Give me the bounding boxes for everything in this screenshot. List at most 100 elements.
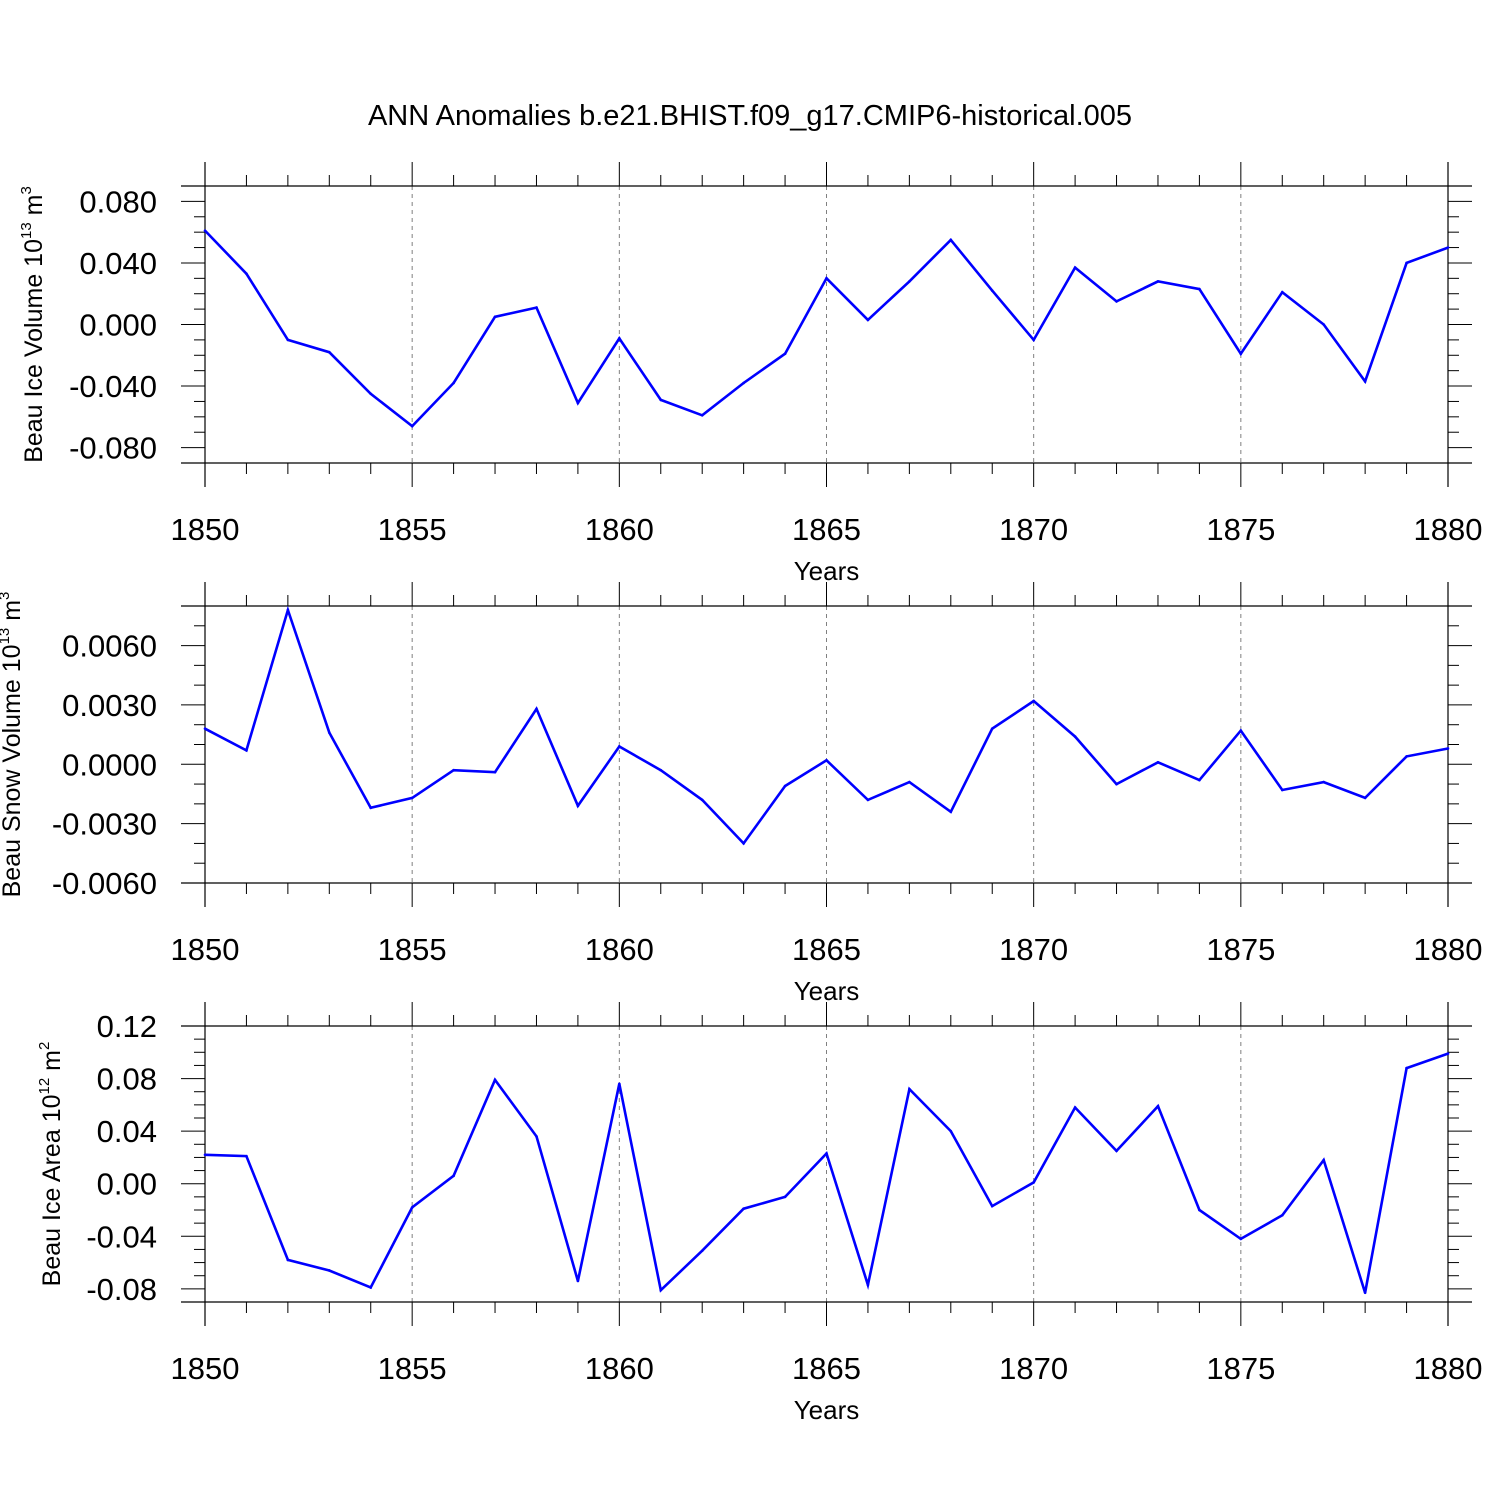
x-tick-label: 1855 <box>378 1351 447 1386</box>
x-tick-label: 1880 <box>1414 1351 1483 1386</box>
data-point <box>328 350 331 354</box>
data-point <box>286 338 290 342</box>
x-tick-label: 1850 <box>171 512 240 547</box>
x-tick-label: 1855 <box>378 932 447 967</box>
data-point <box>1032 699 1035 703</box>
y-axis-label: Beau Ice Area 1012 m2 <box>36 1042 66 1287</box>
y-tick-label: 0.0060 <box>62 629 157 664</box>
data-point <box>493 315 497 319</box>
data-point <box>908 780 911 784</box>
data-point <box>742 842 745 845</box>
y-tick-label: 0.00 <box>97 1167 157 1202</box>
x-tick-label: 1865 <box>792 512 861 547</box>
data-point <box>825 277 828 280</box>
y-axis-label-text: m <box>38 1050 66 1078</box>
data-point <box>452 381 455 385</box>
x-tick-label: 1855 <box>378 512 447 547</box>
y-axis-label-superscript: 3 <box>0 592 13 600</box>
y-axis-label-superscript: 3 <box>18 186 35 194</box>
y-axis-label-text: Beau Ice Area 10 <box>38 1095 66 1287</box>
data-point <box>742 1207 745 1210</box>
x-tick-label: 1860 <box>585 512 654 547</box>
data-point <box>1032 1181 1035 1184</box>
x-tick-label: 1850 <box>171 1351 240 1386</box>
y-axis-label-superscript: 13 <box>18 222 35 239</box>
data-point <box>1405 755 1408 758</box>
data-point <box>700 1249 704 1253</box>
data-point <box>203 727 207 730</box>
data-point <box>866 318 870 322</box>
data-point <box>618 337 621 340</box>
x-tick-label: 1870 <box>999 1351 1068 1386</box>
data-point <box>1156 280 1160 283</box>
data-point <box>410 796 414 800</box>
x-tick-label: 1865 <box>792 932 861 967</box>
x-axis-label: Years <box>794 1395 860 1425</box>
data-point <box>825 1152 828 1155</box>
data-point <box>493 1078 497 1082</box>
data-point <box>908 280 911 283</box>
data-point <box>535 306 538 309</box>
data-point <box>493 770 497 774</box>
y-tick-label: 0.04 <box>97 1114 157 1149</box>
panel-2: -0.0060 -0.0030 0.0000 0.0030 0.0060 1850 1855… <box>0 582 1482 1006</box>
data-point <box>1156 1104 1160 1108</box>
data-point <box>659 768 663 772</box>
data-point <box>783 1195 787 1199</box>
data-point <box>1446 747 1450 750</box>
data-point <box>1239 352 1243 356</box>
y-axis-label-text: m <box>20 195 48 223</box>
data-point <box>1363 796 1367 800</box>
data-point <box>410 424 414 428</box>
x-tick-label: 1875 <box>1206 932 1275 967</box>
x-tick-label: 1860 <box>585 932 654 967</box>
x-tick-label: 1875 <box>1206 1351 1275 1386</box>
data-point <box>1239 1237 1243 1241</box>
data-point <box>1280 1213 1284 1217</box>
data-point <box>576 401 580 405</box>
data-point <box>990 289 994 292</box>
data-point <box>990 1204 994 1208</box>
data-point <box>1115 782 1118 786</box>
data-point <box>700 413 704 417</box>
y-axis-label: Beau Ice Volume 1013 m3 <box>18 186 48 463</box>
data-point <box>659 1288 663 1292</box>
data-point <box>1198 778 1201 782</box>
data-point <box>908 1087 911 1091</box>
data-point <box>618 745 621 748</box>
data-point <box>1280 290 1284 294</box>
data-point <box>1363 380 1367 383</box>
y-axis-label-superscript: 13 <box>0 628 13 645</box>
data-point <box>949 810 953 814</box>
data-point <box>1156 761 1160 764</box>
data-point <box>783 784 787 788</box>
data-point <box>742 381 745 385</box>
data-point <box>245 749 248 752</box>
data-point <box>866 798 870 802</box>
data-point <box>1446 1052 1450 1055</box>
figure-title: ANN Anomalies b.e21.BHIST.f09_g17.CMIP6-… <box>368 100 1132 132</box>
data-point <box>1322 323 1325 326</box>
data-point <box>452 768 455 772</box>
y-tick-label: 0.000 <box>79 308 157 343</box>
data-point <box>990 727 994 730</box>
data-point <box>576 804 580 808</box>
data-point <box>286 608 290 612</box>
y-tick-label: -0.040 <box>69 369 157 404</box>
y-axis-label-superscript: 2 <box>36 1042 53 1050</box>
data-point <box>783 352 787 356</box>
data-point <box>700 798 704 802</box>
y-tick-label: 0.080 <box>79 184 157 219</box>
x-tick-label: 1870 <box>999 512 1068 547</box>
data-point <box>1239 729 1243 732</box>
x-tick-label: 1860 <box>585 1351 654 1386</box>
data-point <box>1322 1158 1325 1162</box>
data-point <box>452 1174 455 1178</box>
panel-3: -0.08 -0.04 0.00 0.04 0.08 0.12 1850 1855 1860 18… <box>36 1002 1482 1425</box>
data-point <box>1073 735 1077 738</box>
x-tick-label: 1870 <box>999 932 1068 967</box>
data-point <box>245 1154 248 1158</box>
y-tick-label: 0.08 <box>97 1062 157 1097</box>
data-point <box>1073 266 1077 269</box>
data-point <box>410 1206 414 1209</box>
